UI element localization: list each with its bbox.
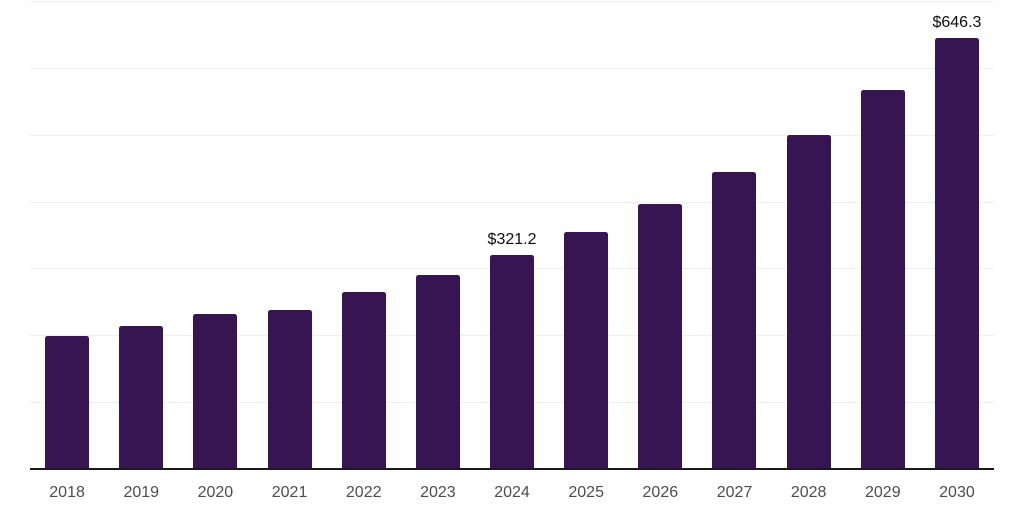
bars: $321.2 $646.3 — [30, 2, 994, 470]
bar-slot-2025 — [549, 2, 623, 470]
x-tick-label-2019: 2019 — [123, 484, 160, 501]
x-tick-label-2020: 2020 — [197, 484, 234, 501]
bar-slot-2028 — [772, 2, 846, 470]
bar-slot-2030: $646.3 — [920, 2, 994, 470]
bar-slot-2024: $321.2 — [475, 2, 549, 470]
gridline-600 — [30, 68, 994, 69]
x-tick-label-2030: 2030 — [939, 484, 975, 501]
x-tick-label-2026: 2026 — [642, 484, 679, 501]
x-axis-labels: 2018 2019 2020 2021 2022 2023 2024 2025 2026 2027… — [30, 483, 994, 502]
bar-2029 — [860, 90, 905, 470]
bar-slot-2029 — [846, 2, 920, 470]
bar-slot-2019 — [104, 2, 178, 470]
bar-2028 — [786, 135, 831, 470]
x-tick-label-2028: 2028 — [790, 484, 827, 501]
bar-2025 — [564, 232, 609, 470]
x-tick-label-2021: 2021 — [271, 484, 308, 501]
bar-slot-2021 — [252, 2, 326, 470]
bar-2027 — [712, 172, 757, 470]
bar-2021 — [267, 310, 312, 470]
bar-slot-2020 — [178, 2, 252, 470]
bar-2022 — [341, 292, 386, 470]
bar-slot-2023 — [401, 2, 475, 470]
bar-2030 — [934, 38, 979, 470]
gridline-700 — [30, 1, 994, 2]
bar-2018 — [45, 336, 90, 470]
x-tick-label-2027: 2027 — [716, 484, 753, 501]
bar-2024 — [490, 255, 535, 470]
gridline-400 — [30, 202, 994, 203]
x-tick-label-2029: 2029 — [865, 484, 901, 501]
x-tick-label-2023: 2023 — [420, 484, 456, 501]
bar-slot-2022 — [327, 2, 401, 470]
bar-2026 — [638, 204, 683, 470]
data-label-2024: $321.2 — [487, 231, 537, 248]
bar-2019 — [119, 326, 164, 470]
bar-2023 — [415, 275, 460, 470]
x-tick-label-2024: 2024 — [494, 484, 530, 501]
bar-slot-2026 — [623, 2, 697, 470]
x-axis-line — [30, 468, 994, 470]
bar-slot-2027 — [697, 2, 771, 470]
x-tick-label-2018: 2018 — [49, 484, 85, 501]
x-tick-label-2022: 2022 — [345, 484, 382, 501]
x-tick-label-2025: 2025 — [568, 484, 604, 501]
gridline-500 — [30, 135, 994, 136]
data-label-2030: $646.3 — [932, 14, 982, 31]
plot-area: $321.2 $646.3 — [30, 1, 994, 470]
bar-slot-2018 — [30, 2, 104, 470]
bar-2020 — [193, 314, 238, 470]
